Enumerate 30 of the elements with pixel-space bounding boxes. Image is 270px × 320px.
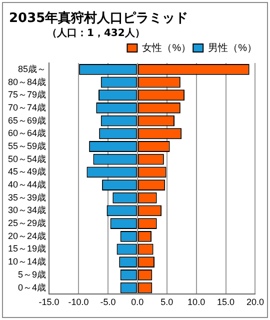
legend-label: 男性（%） bbox=[208, 42, 258, 54]
y-tick-label: 10～14歳 bbox=[8, 256, 46, 267]
chart-title: 2035年真狩村人口ピラミッド bbox=[9, 10, 188, 27]
x-tick-label: 20.0 bbox=[246, 297, 264, 308]
y-tick-label: 45～49歳 bbox=[8, 166, 46, 177]
y-tick-label: 25～29歳 bbox=[8, 218, 46, 228]
y-tick-label: 30～34歳 bbox=[8, 205, 46, 216]
y-tick-label: 85歳～ bbox=[18, 64, 46, 74]
x-tick-label: 0.0 bbox=[131, 297, 144, 308]
y-tick-label: 0～4歳 bbox=[18, 282, 46, 292]
y-tick-label: 55～59歳 bbox=[8, 140, 46, 151]
y-tick-label: 5～9歳 bbox=[18, 269, 46, 280]
x-tick-label: 5.0 bbox=[160, 297, 174, 308]
y-tick-label: 70～74歳 bbox=[8, 102, 46, 112]
x-tick-label: 10.0 bbox=[188, 297, 206, 308]
y-tick-label: 50～54歳 bbox=[8, 154, 46, 164]
x-tick-label: -10.0 bbox=[68, 297, 89, 308]
y-tick-label: 80～84歳 bbox=[8, 76, 46, 87]
y-tick-label: 40～44歳 bbox=[8, 180, 46, 190]
y-tick-label: 65～69歳 bbox=[8, 115, 46, 126]
x-tick-label: -15.0 bbox=[38, 297, 60, 308]
y-tick-label: 75～79歳 bbox=[8, 90, 46, 100]
chart-subtitle: （人口：1，432人） bbox=[47, 26, 145, 40]
x-tick-label: 15.0 bbox=[217, 297, 235, 308]
y-tick-label: 35～39歳 bbox=[8, 192, 46, 202]
legend-label: 女性（%） bbox=[142, 42, 192, 54]
y-tick-label: 15～19歳 bbox=[8, 244, 46, 254]
y-tick-label: 60～64歳 bbox=[8, 128, 46, 138]
y-tick-label: 20～24歳 bbox=[8, 230, 46, 241]
x-tick-label: -5.0 bbox=[100, 297, 116, 308]
